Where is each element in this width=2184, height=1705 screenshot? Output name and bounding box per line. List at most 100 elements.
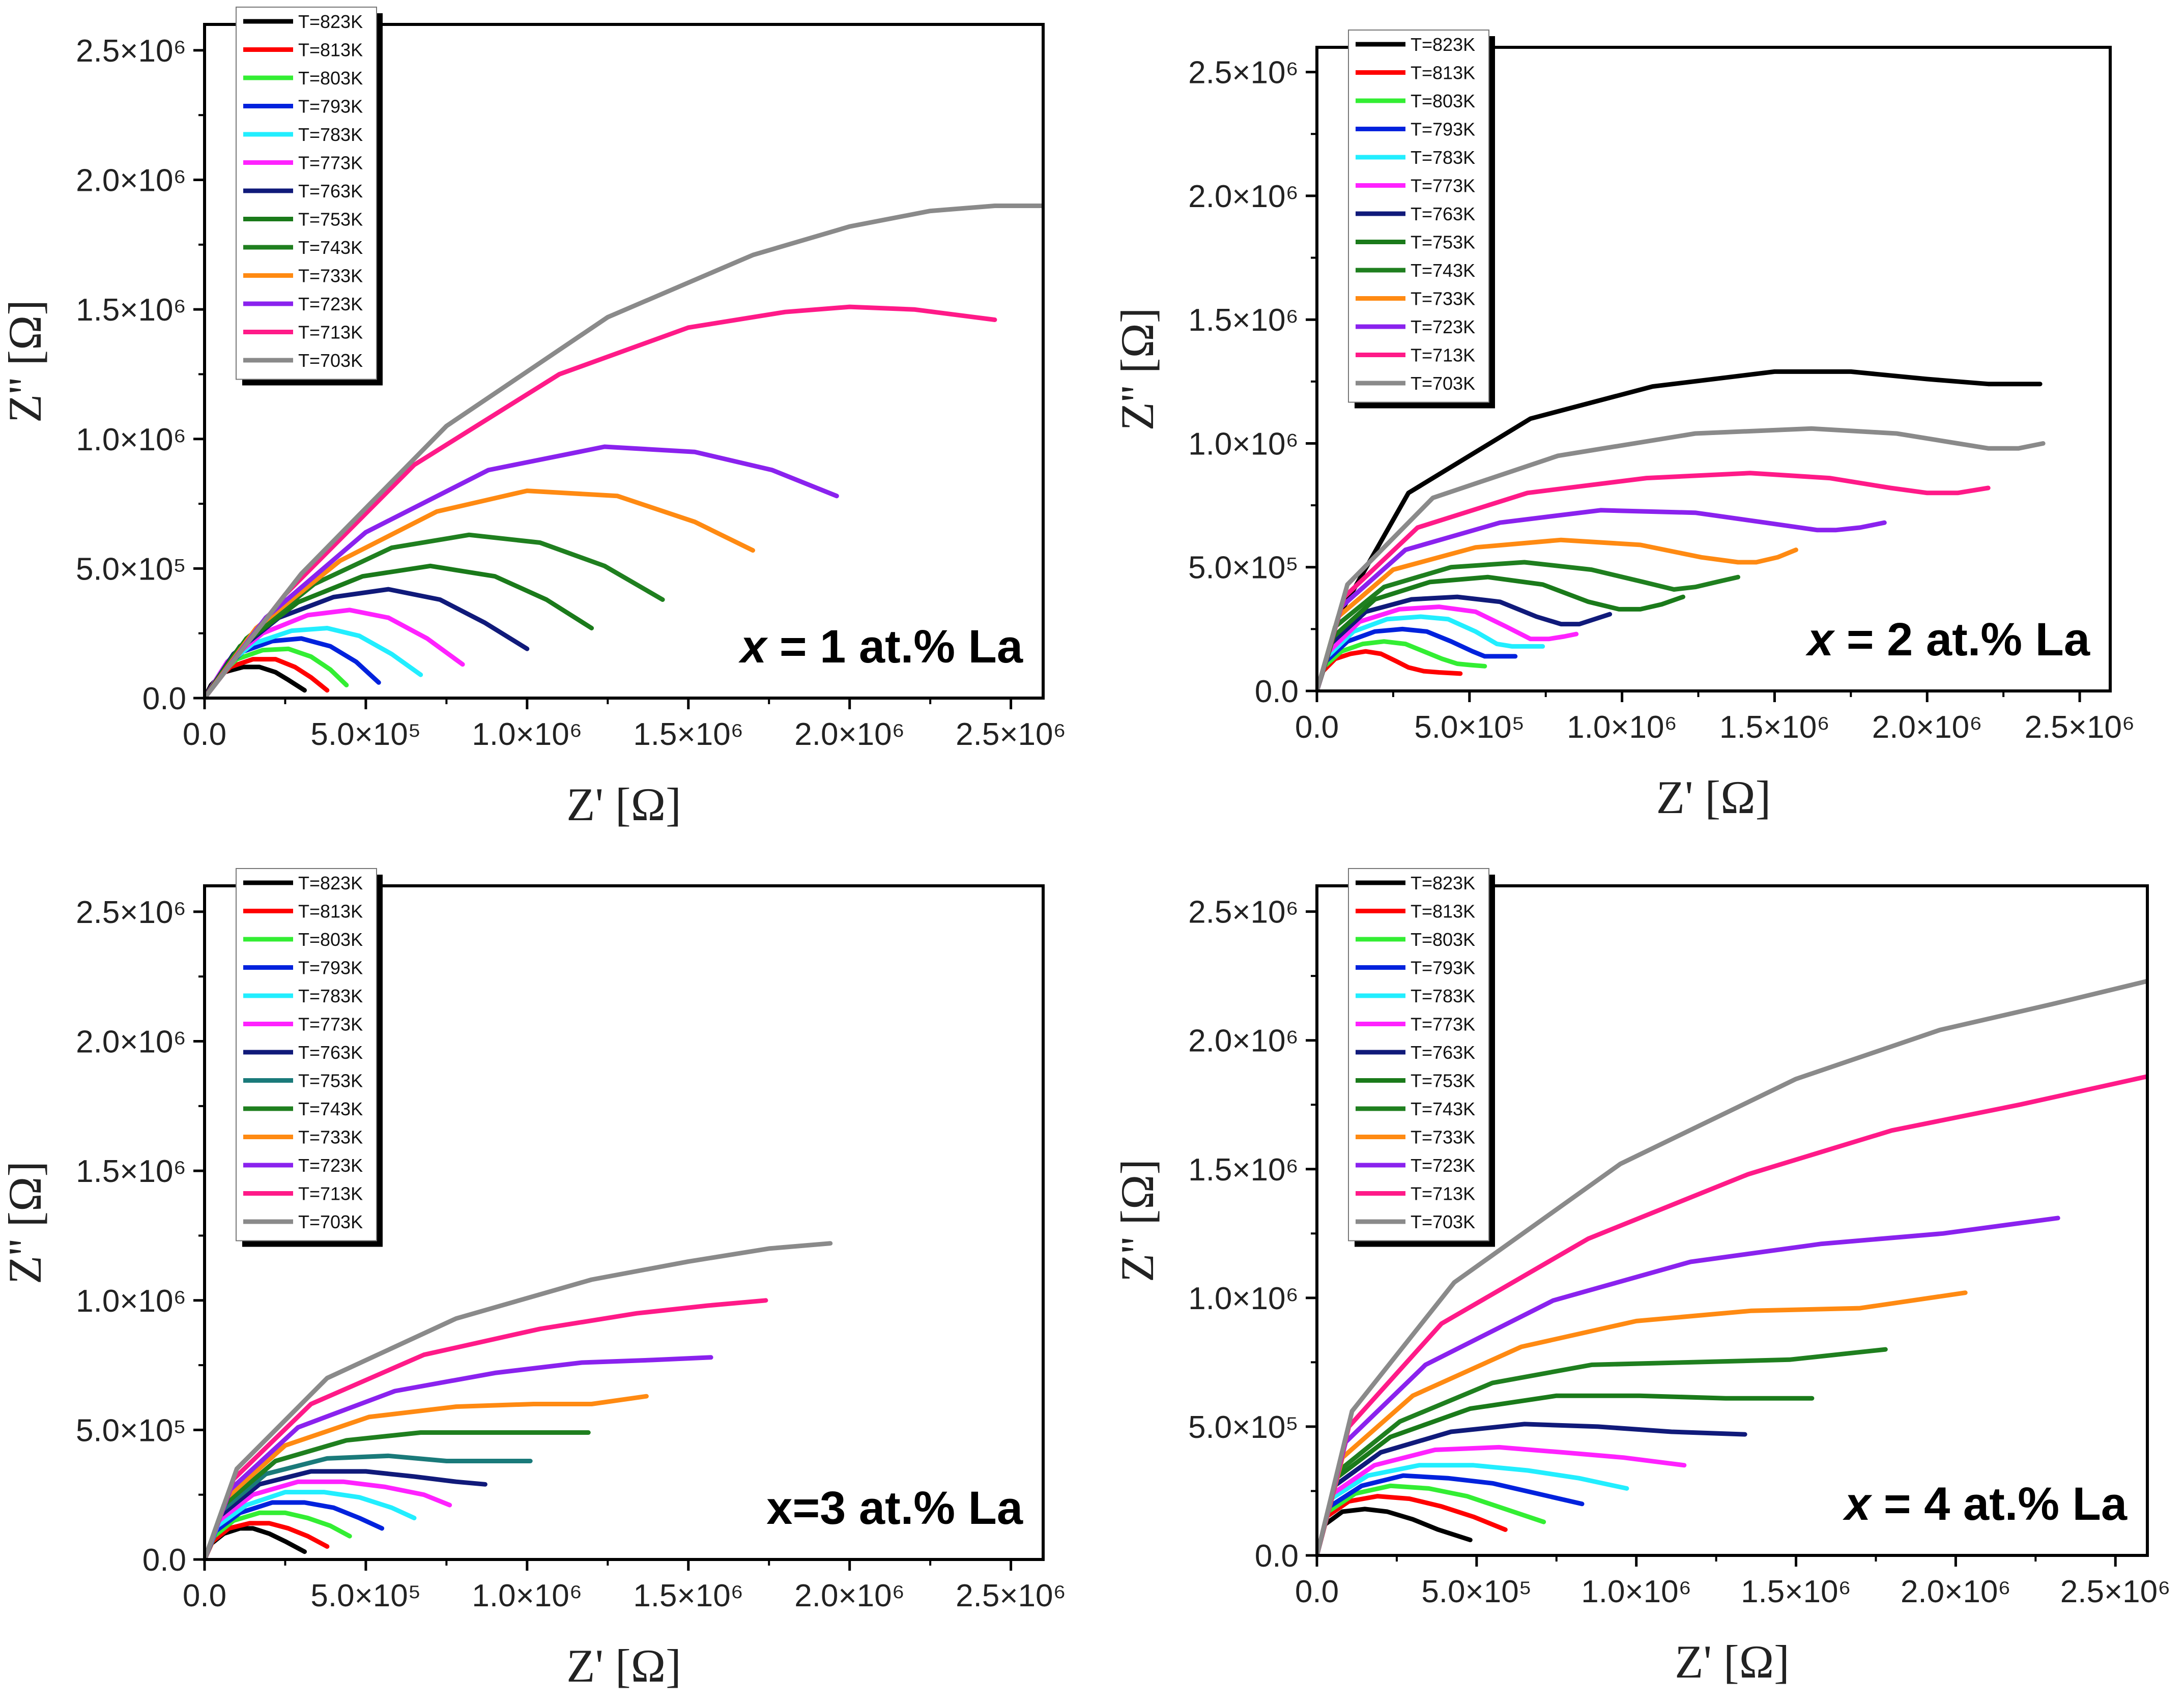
x-tick-label: 1.5×10⁶ [633,1578,743,1613]
y-tick-label: 1.5×10⁶ [1188,1152,1299,1188]
composition-annotation: x = 2 at.% La [1805,614,2090,666]
series-line-803k [1317,1483,1546,1555]
y-tick-label: 2.0×10⁶ [1188,1024,1299,1059]
legend-label: T=723K [298,1155,363,1176]
series-line-703k [1317,426,2046,691]
x-tick-label: 1.0×10⁶ [1581,1574,1691,1609]
legend: T=823K T=813K T=803K T=793K T=783K T=773K T=76… [1348,30,1495,409]
series-line-713k [1317,471,1991,691]
y-tick-label: 1.0×10⁶ [1188,426,1299,461]
legend-label: T=773K [1411,1014,1475,1035]
series-line-773k [1317,1444,1687,1555]
y-tick-label: 5.0×10⁵ [76,1413,186,1448]
legend-label: T=823K [1411,34,1475,55]
legend-label: T=783K [298,986,363,1006]
x-tick-label: 1.0×10⁶ [1567,710,1677,745]
legend-label: T=793K [298,96,363,117]
legend: T=823K T=813K T=803K T=793K T=783K T=773K T=76… [1348,868,1495,1247]
y-tick-label: 2.5×10⁶ [1188,895,1299,930]
y-tick-label: 1.5×10⁶ [1188,303,1299,338]
series-line-753k [1317,574,1685,691]
legend-label: T=723K [298,294,363,314]
plot-frame [1315,46,2112,692]
x-tick-label: 5.0×10⁵ [310,1578,421,1613]
legend-label: T=753K [298,209,363,230]
x-axis-title: Z' [Ω] [566,1640,681,1692]
y-tick-label: 2.0×10⁶ [76,1025,186,1060]
series-line-733k [205,1394,649,1559]
series-line-713k [205,1298,768,1559]
x-tick-label: 0.0 [183,717,226,752]
y-tick-label: 2.5×10⁶ [76,895,186,930]
x-tick-label: 2.0×10⁶ [1901,1574,2011,1609]
x-tick-label: 1.5×10⁶ [1741,1574,1851,1609]
series-line-743k [1317,560,1740,691]
chart-panel-3: 0.0 5.0×10⁵ 1.0×10⁶ 1.5×10⁶ 2.0×10⁶ 2.5×10⁶ 0.… [0,868,1066,1692]
y-tick-label: 0.0 [1255,1539,1299,1574]
series-group [1317,369,2046,691]
x-tick-label: 2.5×10⁶ [2025,710,2135,745]
series-line-733k [1317,537,1798,691]
x-tick-label: 2.5×10⁶ [2060,1574,2171,1609]
legend-label: T=743K [298,237,363,258]
legend-label: T=733K [298,1127,363,1148]
x-tick-label: 2.5×10⁶ [956,1578,1066,1613]
plot-frame [203,23,1045,700]
series-line-733k [1317,1290,1968,1555]
series-line-793k [1317,626,1518,691]
x-tick-label: 5.0×10⁵ [1414,710,1525,745]
chart-panel-1: 0.0 5.0×10⁵ 1.0×10⁶ 1.5×10⁶ 2.0×10⁶ 2.5×10⁶ 0.… [0,7,1066,830]
x-tick-label: 2.0×10⁶ [794,717,905,752]
composition-annotation: x=3 at.% La [766,1482,1023,1534]
y-tick-label: 5.0×10⁵ [1188,1410,1299,1445]
series-line-753k [1317,1393,1815,1555]
x-axis-title: Z' [Ω] [566,778,681,830]
y-tick-label: 5.0×10⁵ [1188,551,1299,586]
series-line-723k [1317,508,1887,691]
legend: T=823K T=813K T=803K T=793K T=783K T=773K T=76… [236,7,383,386]
series-group [205,1241,833,1559]
legend-label: T=793K [1411,958,1475,978]
legend-label: T=823K [1411,873,1475,893]
x-tick-label: 0.0 [1295,1574,1339,1609]
series-line-753k [205,1453,533,1559]
x-tick-label: 0.0 [183,1578,226,1613]
legend-label: T=803K [298,68,363,89]
series-line-723k [1317,1216,2060,1555]
composition-annotation: x = 1 at.% La [738,621,1023,673]
legend-label: T=763K [1411,204,1475,224]
legend-label: T=793K [1411,119,1475,140]
y-tick-label: 1.0×10⁶ [76,1284,186,1319]
legend: T=823K T=813K T=803K T=793K T=783K T=773K T=76… [236,868,383,1247]
legend-label: T=813K [298,901,363,922]
y-tick-label: 2.5×10⁶ [1188,55,1299,91]
annotation-text: = 4 at.% La [1871,1478,2127,1530]
legend-label: T=783K [298,124,363,145]
legend-label: T=803K [1411,91,1475,111]
legend-label: T=703K [298,1211,363,1232]
annotation-text: = 2 at.% La [1833,614,2090,666]
legend-label: T=763K [298,181,363,201]
x-tick-label: 2.0×10⁶ [1872,710,1982,745]
legend-label: T=773K [298,153,363,174]
series-line-793k [205,1500,385,1559]
series-line-713k [205,304,997,698]
legend-label: T=733K [1411,288,1475,309]
legend-label: T=753K [1411,232,1475,253]
x-axis-title: Z' [Ω] [1675,1636,1789,1688]
series-line-783k [205,1490,417,1559]
y-tick-label: 2.0×10⁶ [76,163,186,198]
series-group [205,204,1043,698]
series-line-743k [1317,1347,1888,1555]
series-line-793k [1317,1473,1585,1555]
legend-label: T=743K [1411,1099,1475,1119]
legend-label: T=773K [298,1014,363,1035]
plot-frame [1315,884,2149,1557]
legend-label: T=723K [1411,316,1475,337]
x-tick-label: 0.0 [1295,710,1339,745]
legend-label: T=743K [1411,260,1475,281]
legend-label: T=813K [1411,901,1475,922]
legend-label: T=813K [1411,63,1475,83]
legend-label: T=823K [298,11,363,32]
legend-label: T=823K [298,873,363,893]
